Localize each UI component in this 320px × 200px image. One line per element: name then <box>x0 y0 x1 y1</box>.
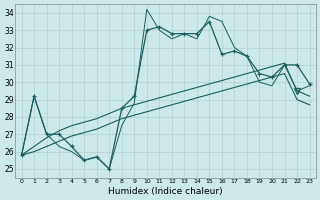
X-axis label: Humidex (Indice chaleur): Humidex (Indice chaleur) <box>108 187 223 196</box>
